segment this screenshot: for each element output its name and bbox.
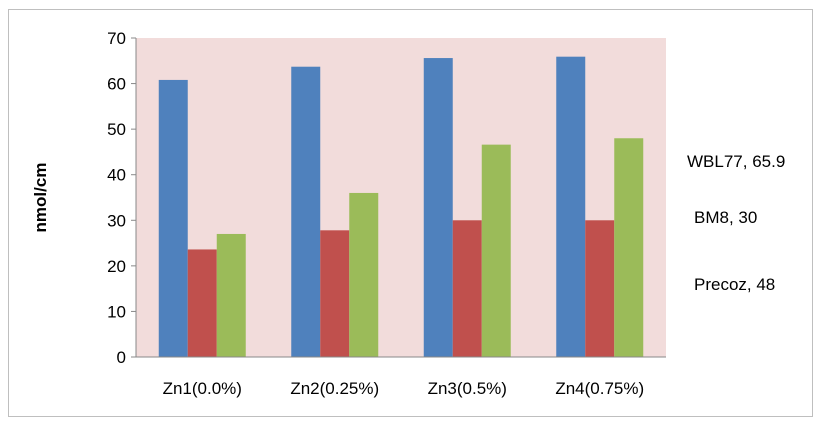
bar — [320, 230, 350, 357]
bar — [614, 138, 644, 357]
bar — [423, 58, 453, 358]
y-axis-label: nmol/cm — [31, 163, 50, 233]
annotation-bm8: BM8, 30 — [694, 208, 757, 227]
x-tick-label: Zn3(0.5%) — [428, 379, 507, 398]
y-tick-label: 70 — [107, 29, 126, 48]
bar — [556, 56, 586, 357]
y-tick-label: 40 — [107, 166, 126, 185]
bar — [158, 79, 188, 357]
y-tick-label: 30 — [107, 211, 126, 230]
x-axis-ticks: Zn1(0.0%) Zn2(0.25%) Zn3(0.5%) Zn4(0.75%) — [163, 379, 645, 398]
y-tick-label: 20 — [107, 257, 126, 276]
bar — [349, 192, 379, 357]
annotation-wbl77: WBL77, 65.9 — [687, 152, 785, 171]
annotation-precoz: Precoz, 48 — [694, 275, 775, 294]
bar — [187, 249, 217, 357]
bar — [291, 66, 321, 358]
y-tick-label: 0 — [117, 348, 126, 367]
bars — [158, 56, 644, 358]
y-tick-label: 50 — [107, 120, 126, 139]
y-tick-label: 60 — [107, 75, 126, 94]
y-axis-ticks: 0 10 20 30 40 50 60 70 — [107, 29, 136, 367]
bar — [216, 233, 246, 357]
bar — [481, 144, 511, 357]
bar — [585, 220, 615, 357]
x-tick-label: Zn2(0.25%) — [290, 379, 379, 398]
x-tick-label: Zn1(0.0%) — [163, 379, 242, 398]
bar — [452, 220, 482, 357]
y-tick-label: 10 — [107, 302, 126, 321]
x-tick-label: Zn4(0.75%) — [555, 379, 644, 398]
